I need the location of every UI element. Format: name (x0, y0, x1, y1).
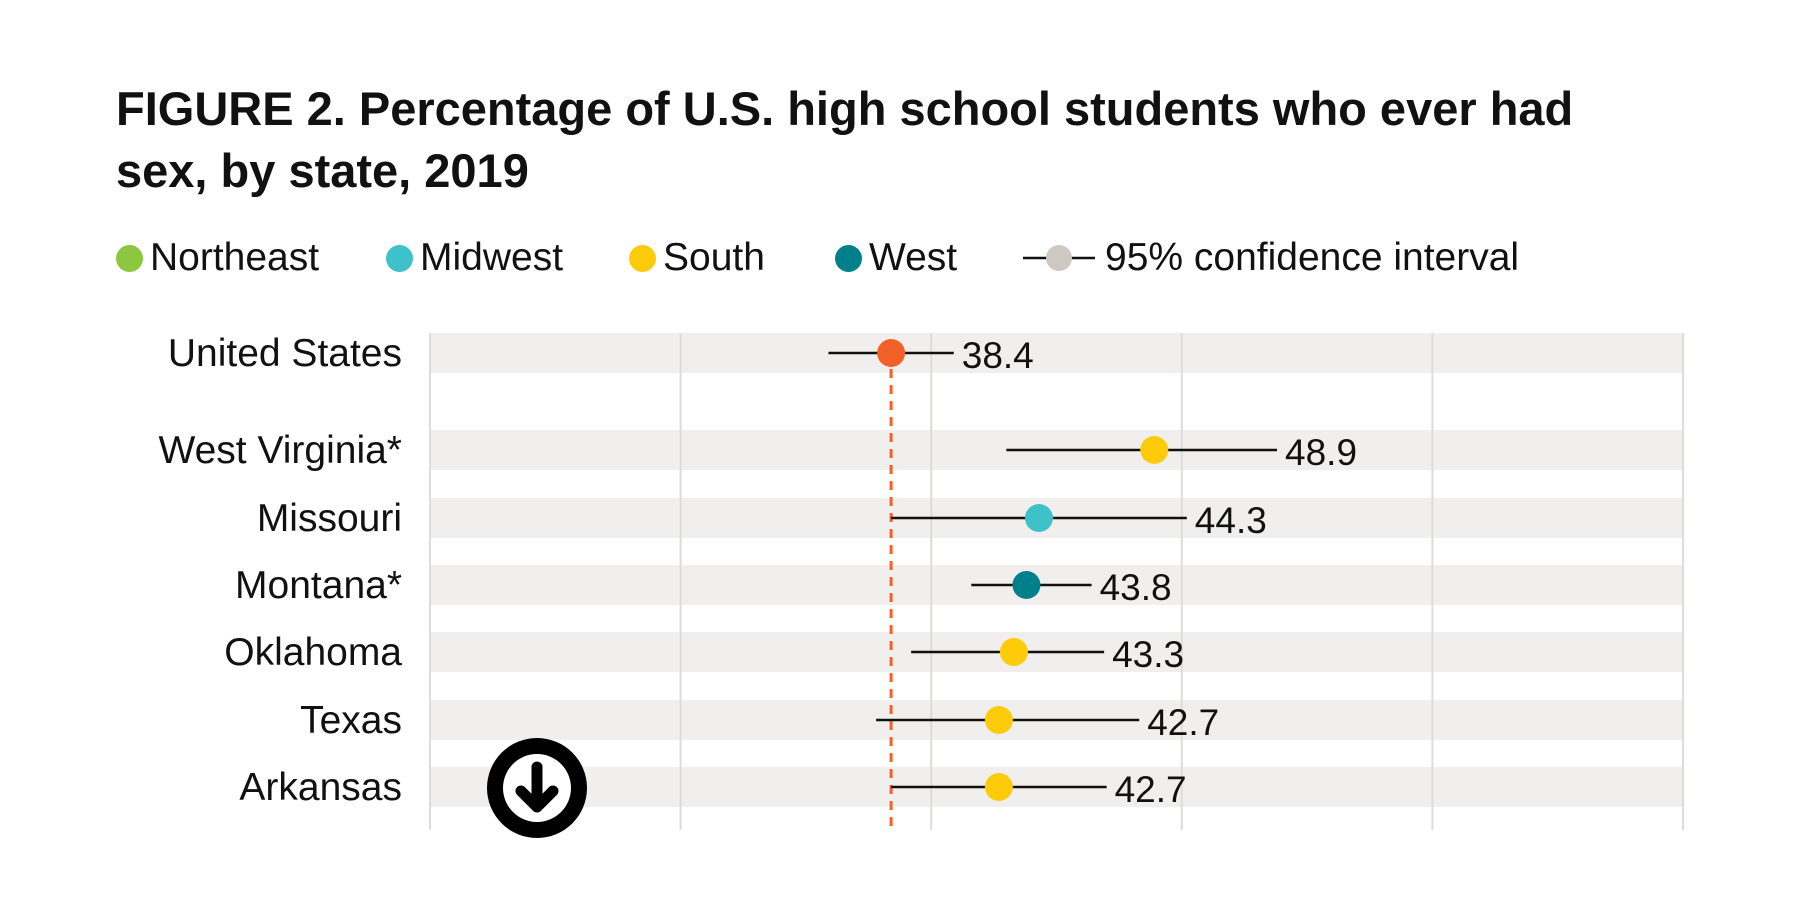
legend-label-northeast: Northeast (150, 236, 320, 279)
legend-item-ci: 95% confidence interval (1023, 232, 1519, 284)
download-button[interactable] (487, 738, 587, 838)
point-arkansas (984, 773, 1013, 801)
legend-item-south: South (629, 232, 765, 284)
midwest-swatch-icon (386, 244, 413, 272)
point-west-virginia (1140, 436, 1169, 464)
chart-title: FIGURE 2. Percentage of U.S. high school… (116, 82, 1574, 197)
point-united-states (877, 339, 906, 367)
value-label-oklahoma: 43.3 (1112, 634, 1184, 675)
row-label-united-states: United States (168, 332, 402, 375)
value-label-missouri: 44.3 (1195, 500, 1267, 541)
row-band-united-states (430, 333, 1683, 373)
south-swatch-icon (629, 244, 656, 272)
legend-item-northeast: Northeast (116, 232, 319, 284)
row-label-arkansas: Arkansas (239, 766, 402, 809)
value-label-texas: 42.7 (1147, 702, 1219, 743)
row-label-missouri: Missouri (257, 497, 402, 540)
value-label-arkansas: 42.7 (1115, 769, 1187, 810)
west-swatch-icon (835, 244, 862, 272)
legend-item-west: West (835, 232, 957, 284)
confidence-interval-icon (1023, 245, 1095, 271)
point-montana (1012, 571, 1041, 599)
row-label-montana: Montana* (235, 564, 402, 607)
value-label-united-states: 38.4 (962, 335, 1034, 376)
legend-label-west: West (869, 236, 958, 279)
arrow-down-circle-icon (503, 754, 571, 822)
legend-label-ci: 95% confidence interval (1105, 236, 1520, 279)
legend-item-midwest: Midwest (386, 232, 563, 284)
legend-label-midwest: Midwest (420, 236, 564, 279)
legend-label-south: South (663, 236, 765, 279)
point-missouri (1024, 504, 1053, 532)
value-label-west-virginia: 48.9 (1285, 432, 1357, 473)
row-label-texas: Texas (300, 699, 402, 742)
value-label-montana: 43.8 (1100, 567, 1172, 608)
point-texas (984, 706, 1013, 734)
point-oklahoma (999, 638, 1028, 666)
legend: Northeast Midwest South West 95% confide… (116, 232, 1676, 284)
row-label-west-virginia: West Virginia* (158, 429, 402, 472)
row-label-oklahoma: Oklahoma (224, 631, 402, 674)
northeast-swatch-icon (116, 244, 143, 272)
